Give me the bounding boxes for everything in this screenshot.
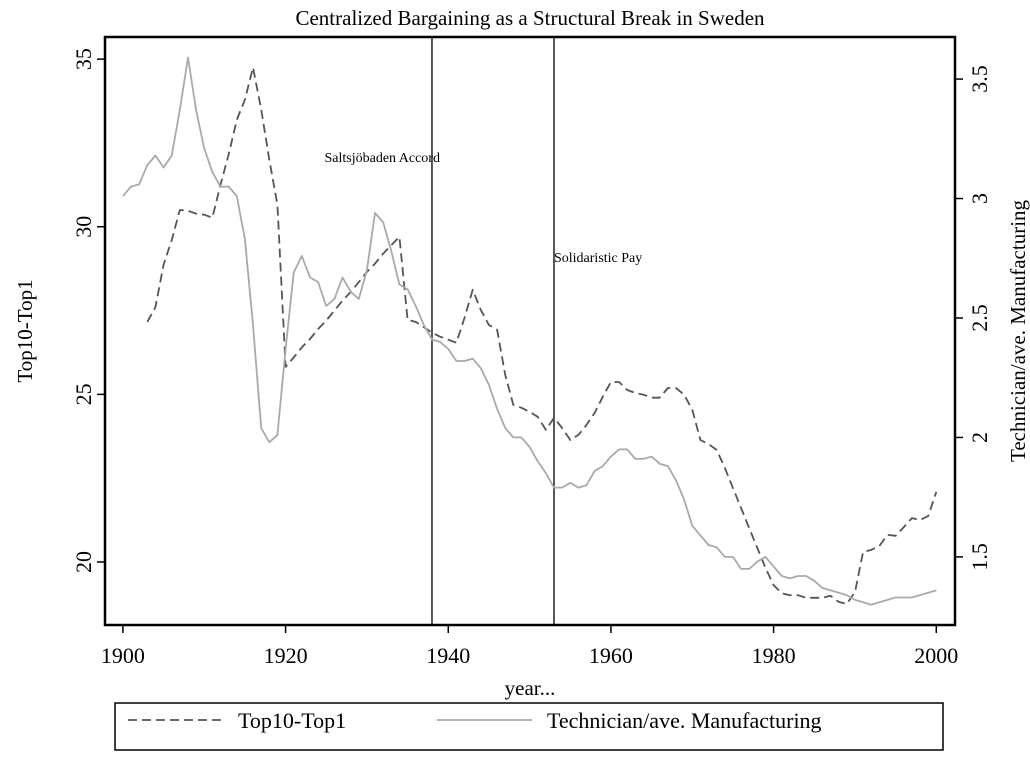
y2-axis-label: Technician/ave. Manufacturing — [1006, 199, 1030, 462]
plot-frame — [103, 35, 957, 627]
y2-tick-label: 1.5 — [967, 543, 992, 571]
y-tick-label: 25 — [71, 383, 96, 405]
series-line — [146, 66, 938, 605]
y2-tick-label: 2.5 — [967, 304, 992, 332]
y2-tick-label: 3.5 — [967, 65, 992, 93]
x-tick-label: 1920 — [264, 643, 308, 668]
y-tick-label: 35 — [71, 48, 96, 70]
chart-title: Centralized Bargaining as a Structural B… — [295, 6, 765, 30]
annotation: Saltsjöbaden Accord — [325, 151, 440, 166]
legend-label: Top10-Top1 — [238, 708, 346, 733]
x-tick-label: 1960 — [589, 643, 633, 668]
y-tick-label: 20 — [71, 551, 96, 573]
y-axis-label: Top10-Top1 — [13, 279, 37, 382]
legend-label: Technician/ave. Manufacturing — [547, 708, 822, 733]
x-tick-label: 2000 — [914, 643, 958, 668]
x-tick-label: 1940 — [426, 643, 470, 668]
legend-box — [114, 702, 944, 751]
x-tick-label: 1980 — [752, 643, 796, 668]
y2-tick-label: 3 — [967, 193, 992, 204]
annotation: Solidaristic Pay — [554, 251, 642, 266]
x-tick-label: 1900 — [101, 643, 145, 668]
y2-tick-label: 2 — [967, 432, 992, 443]
y-tick-label: 30 — [71, 216, 96, 238]
series-line — [122, 56, 937, 606]
x-axis-label: year... — [505, 676, 556, 700]
legend: Top10-Top1 Technician/ave. Manufacturing — [128, 708, 822, 733]
